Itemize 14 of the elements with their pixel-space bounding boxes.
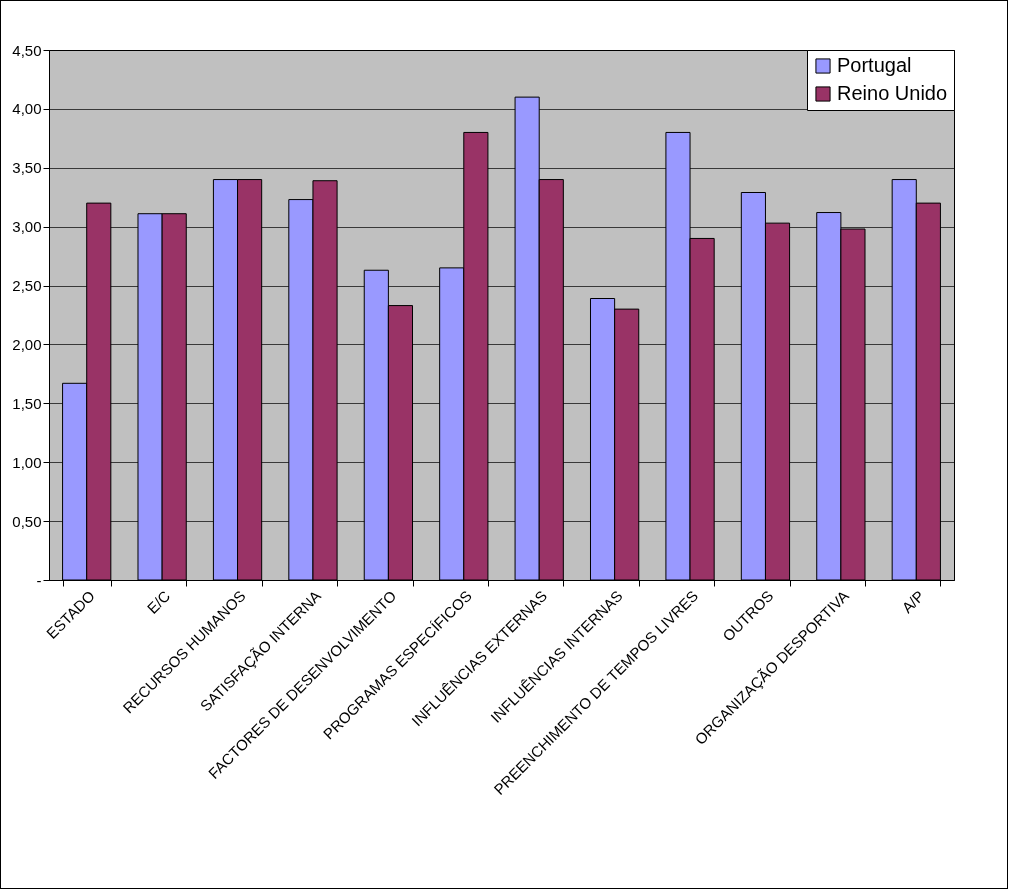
y-tick-label: 1,00 bbox=[12, 453, 42, 471]
y-tick-label: - bbox=[36, 571, 42, 589]
x-tick-label: A/P bbox=[898, 587, 928, 617]
y-tick-label: 2,50 bbox=[12, 277, 42, 295]
y-tick-label: 4,00 bbox=[12, 100, 42, 118]
y-tick-label: 2,00 bbox=[12, 335, 42, 353]
y-tick-label: 0,50 bbox=[12, 512, 42, 530]
legend-label: Reino Unido bbox=[837, 82, 948, 104]
y-tick-label: 3,50 bbox=[12, 159, 42, 177]
x-tick-label: E/C bbox=[143, 586, 174, 617]
legend-label: Portugal bbox=[837, 54, 912, 76]
y-tick-label: 1,50 bbox=[12, 394, 42, 412]
y-tick-label: 4,50 bbox=[12, 41, 42, 59]
y-tick-label: 3,00 bbox=[12, 218, 42, 236]
